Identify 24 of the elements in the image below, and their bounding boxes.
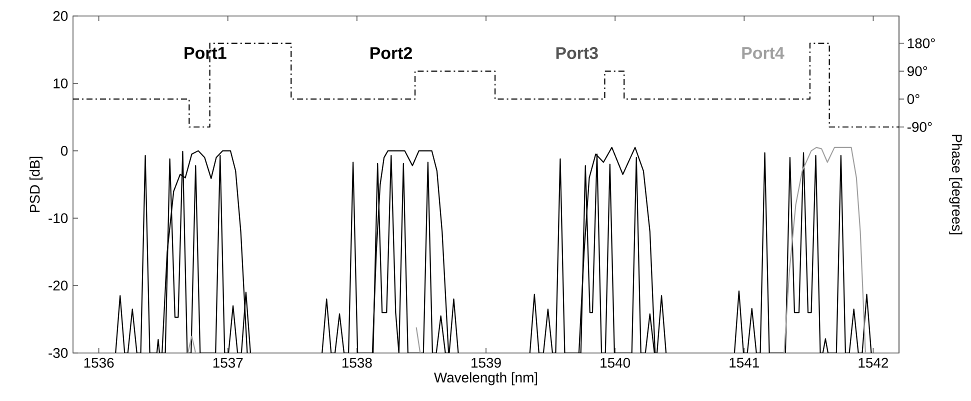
annotation: Port4 xyxy=(742,47,784,59)
x-tick-label: 1539 xyxy=(472,358,501,368)
y-tick-label: -30 xyxy=(48,348,68,358)
y-tick-label: -10 xyxy=(48,213,68,224)
y-tick-label: 10 xyxy=(54,78,68,88)
y-tick-label: 20 xyxy=(53,11,68,21)
x-tick-label: 1540 xyxy=(600,358,630,368)
x-tick-label: 1538 xyxy=(342,358,372,368)
x-axis-title: Wavelength [nm] xyxy=(434,372,538,386)
annotation: Port2 xyxy=(370,47,412,60)
y2-tick-label: 180° xyxy=(908,38,935,48)
y2-tick-label: 90° xyxy=(908,66,928,76)
y-tick-label: 0 xyxy=(60,146,68,156)
annotation: Port3 xyxy=(556,47,598,60)
x-tick-label: 1536 xyxy=(84,358,114,368)
x-tick-label: 1537 xyxy=(213,358,243,368)
x-tick-label: 1542 xyxy=(858,358,888,368)
y2-axis-title: Phase [degrees] xyxy=(949,134,962,234)
x-tick-label: 1541 xyxy=(730,358,759,368)
y-tick-label: -20 xyxy=(48,280,68,291)
y2-tick-label: 0° xyxy=(907,94,920,104)
y2-tick-label: -90° xyxy=(907,122,932,132)
y-axis-title: PSD [dB] xyxy=(30,156,42,212)
annotation: Port1 xyxy=(184,47,226,59)
